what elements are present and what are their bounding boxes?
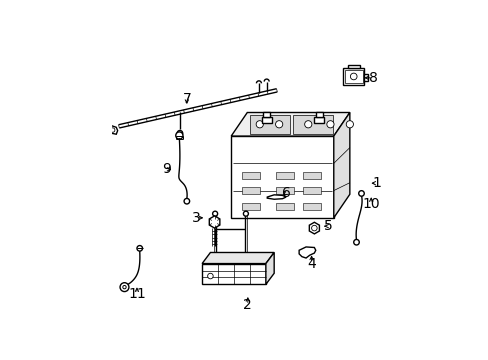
Circle shape <box>346 121 353 128</box>
Circle shape <box>207 273 213 279</box>
Bar <box>343 68 364 85</box>
Polygon shape <box>309 222 319 234</box>
Polygon shape <box>209 216 220 228</box>
Circle shape <box>358 191 364 196</box>
Polygon shape <box>202 252 274 264</box>
Bar <box>315 112 322 117</box>
Bar <box>261 117 271 123</box>
Bar <box>231 136 333 218</box>
Polygon shape <box>108 126 118 134</box>
Circle shape <box>350 73 356 80</box>
Circle shape <box>275 121 282 128</box>
Bar <box>303 172 321 179</box>
Bar <box>303 187 321 194</box>
Bar <box>292 115 332 134</box>
Bar <box>303 203 321 210</box>
Bar <box>242 187 260 194</box>
Polygon shape <box>231 112 349 136</box>
Text: 4: 4 <box>306 257 315 271</box>
Text: 1: 1 <box>371 176 381 190</box>
Bar <box>275 203 293 210</box>
Circle shape <box>212 211 217 216</box>
Text: 9: 9 <box>162 162 170 176</box>
Bar <box>314 117 324 123</box>
Circle shape <box>256 121 263 128</box>
Circle shape <box>304 121 311 128</box>
Text: 2: 2 <box>243 298 252 312</box>
Polygon shape <box>265 252 274 284</box>
Text: 6: 6 <box>282 186 290 200</box>
Polygon shape <box>333 112 349 218</box>
Circle shape <box>122 285 126 289</box>
Text: 10: 10 <box>362 197 379 211</box>
Bar <box>344 69 362 84</box>
Bar <box>249 115 290 134</box>
Circle shape <box>177 130 183 136</box>
Text: 11: 11 <box>128 287 145 301</box>
Circle shape <box>110 128 115 132</box>
Bar <box>347 65 359 68</box>
Polygon shape <box>267 195 285 199</box>
Bar <box>263 112 269 117</box>
Bar <box>275 187 293 194</box>
Circle shape <box>353 239 359 245</box>
Circle shape <box>175 132 183 139</box>
Text: 5: 5 <box>323 219 332 233</box>
Circle shape <box>183 198 189 204</box>
Polygon shape <box>299 247 315 258</box>
Circle shape <box>137 246 142 251</box>
Text: 8: 8 <box>368 71 377 85</box>
Text: 7: 7 <box>182 92 191 105</box>
Bar <box>364 74 367 81</box>
Circle shape <box>120 283 129 292</box>
Polygon shape <box>202 264 265 284</box>
Circle shape <box>243 211 248 216</box>
Bar <box>242 203 260 210</box>
Circle shape <box>311 225 317 231</box>
Bar <box>242 172 260 179</box>
Circle shape <box>326 121 333 128</box>
Text: 3: 3 <box>192 211 201 225</box>
Bar <box>275 172 293 179</box>
